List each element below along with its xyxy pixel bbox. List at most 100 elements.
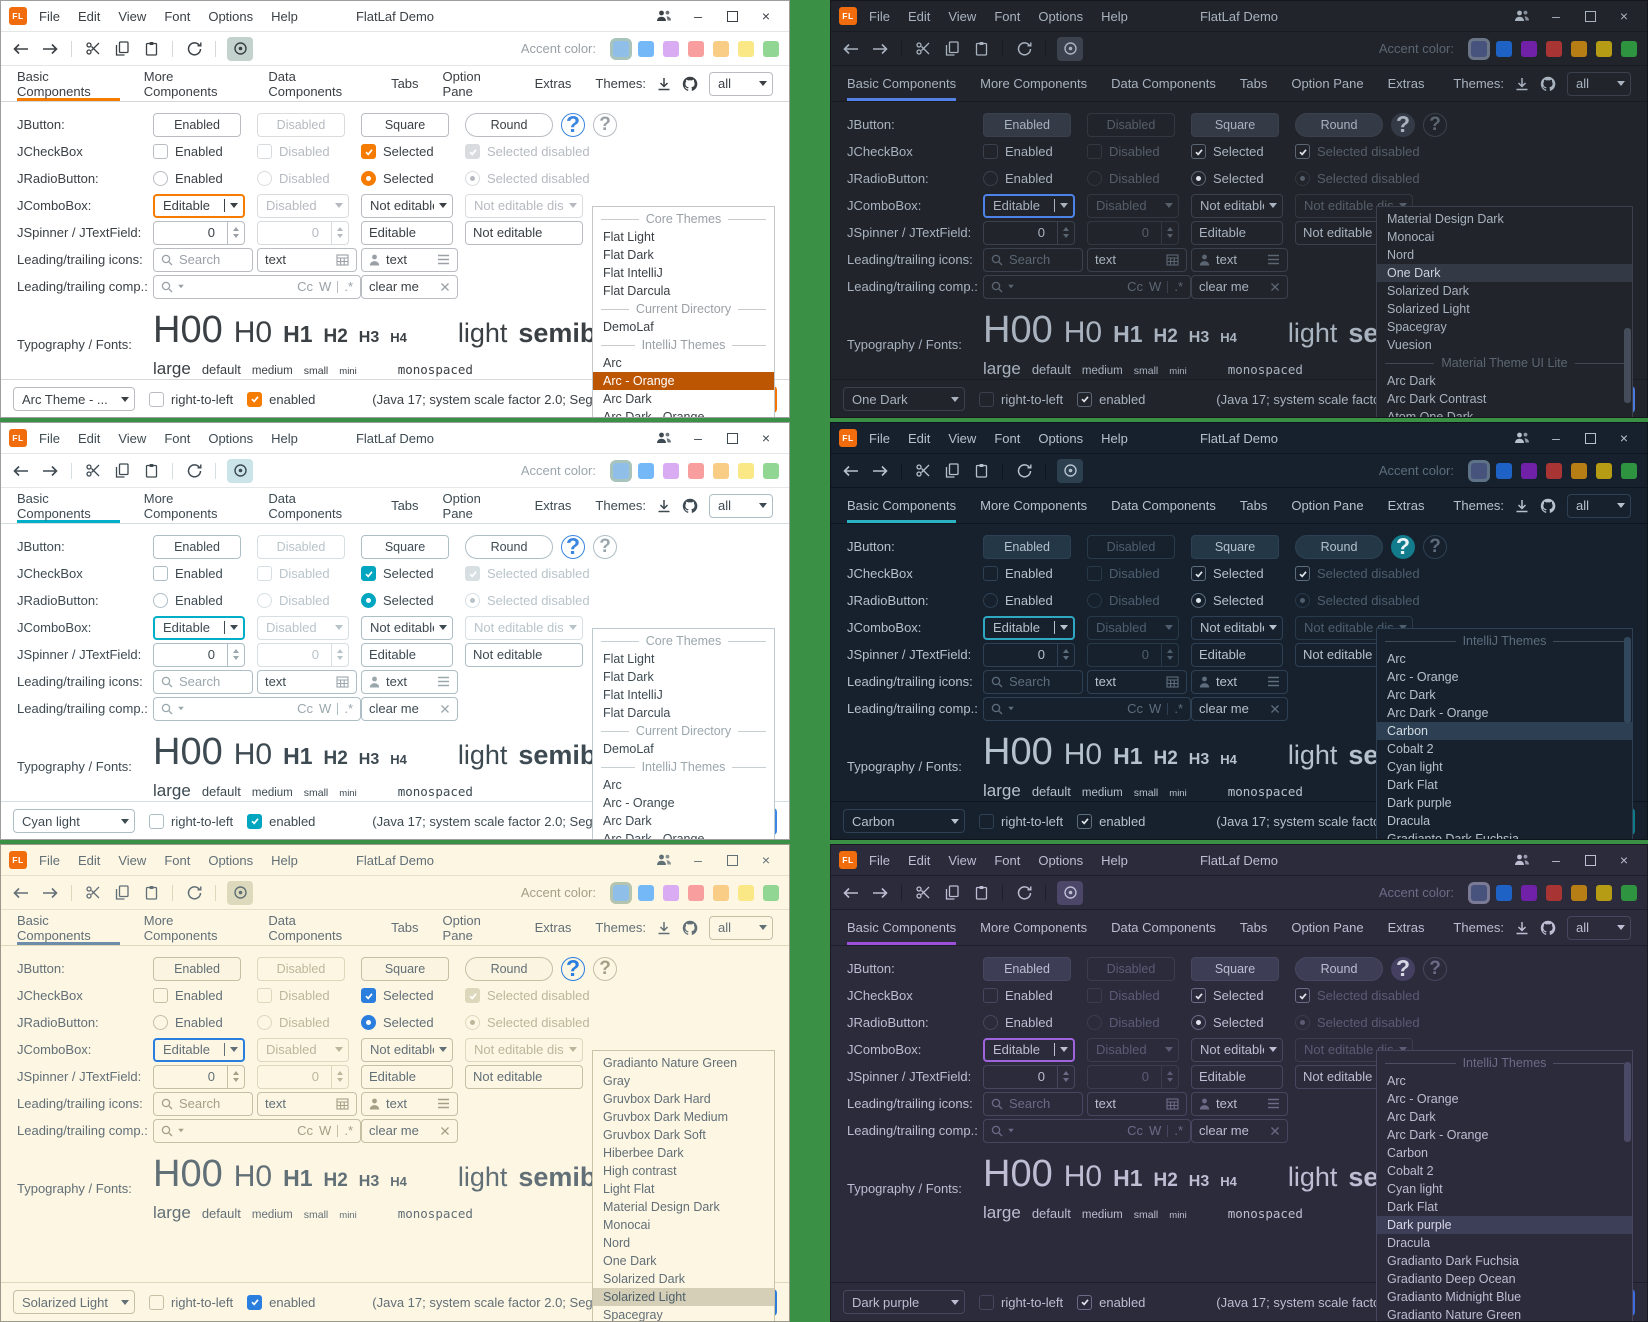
tab-basic-components[interactable]: Basic Components <box>847 488 956 523</box>
round-button[interactable]: Round <box>465 112 553 137</box>
themes-list-scrollbar[interactable] <box>1624 1062 1631 1143</box>
maximize-button[interactable] <box>717 848 747 872</box>
theme-list-item[interactable]: Dark Flat <box>1387 778 1438 792</box>
editable-textfield[interactable]: Editable <box>361 1064 453 1089</box>
calendar-icon[interactable] <box>1166 675 1179 688</box>
accent-swatch[interactable] <box>738 462 754 479</box>
theme-list-item[interactable]: Material Design Dark <box>603 1200 720 1214</box>
enabled-button[interactable]: Enabled <box>983 112 1071 137</box>
round-button[interactable]: Round <box>1295 534 1383 559</box>
accent-swatch[interactable] <box>1621 462 1637 479</box>
help-button-secondary[interactable]: ? <box>1423 112 1447 137</box>
theme-list-item[interactable]: One Dark <box>603 1254 657 1268</box>
menu-file[interactable]: File <box>869 852 890 868</box>
accent-swatch[interactable] <box>1496 884 1512 901</box>
paste-icon[interactable] <box>141 883 161 903</box>
user-input[interactable]: text <box>1191 669 1288 694</box>
accent-swatch[interactable] <box>1521 884 1537 901</box>
cut-icon[interactable] <box>913 461 933 481</box>
download-icon[interactable] <box>1515 499 1529 513</box>
github-icon[interactable] <box>1540 76 1556 92</box>
spinner-arrows[interactable] <box>1057 221 1074 244</box>
menu-help[interactable]: Help <box>271 8 298 24</box>
search-input[interactable]: Search <box>153 669 253 694</box>
spinner-arrows[interactable] <box>1057 1065 1074 1088</box>
menu-edit[interactable]: Edit <box>77 8 101 24</box>
tab-extras[interactable]: Extras <box>534 76 572 91</box>
enabled-button[interactable]: Enabled <box>153 534 241 559</box>
menu-file[interactable]: File <box>39 852 60 868</box>
square-button[interactable]: Square <box>1191 534 1279 559</box>
spinner[interactable]: 0 <box>983 642 1075 667</box>
tab-basic-components[interactable]: Basic Components <box>17 66 120 101</box>
right-to-left-checkbox[interactable] <box>979 391 994 407</box>
maximize-button[interactable] <box>1575 848 1605 872</box>
github-icon[interactable] <box>1540 498 1556 514</box>
whole-word-icon[interactable]: W <box>1149 701 1162 716</box>
menu-help[interactable]: Help <box>1101 430 1128 446</box>
radio-enabled[interactable] <box>983 171 998 186</box>
help-button[interactable]: ? <box>561 533 585 559</box>
enabled-button[interactable]: Enabled <box>153 112 241 137</box>
date-input[interactable]: text <box>257 1091 357 1116</box>
search-with-options-input[interactable]: Cc W .* <box>983 696 1191 721</box>
tab-tabs[interactable]: Tabs <box>391 76 419 91</box>
accent-swatch[interactable] <box>1596 40 1612 57</box>
square-button[interactable]: Square <box>1191 956 1279 981</box>
match-case-icon[interactable]: Cc <box>297 701 314 716</box>
tab-extras[interactable]: Extras <box>534 920 572 935</box>
accent-swatch[interactable] <box>1521 40 1537 57</box>
spinner-arrows[interactable] <box>227 221 244 244</box>
accent-swatch[interactable] <box>1471 884 1487 901</box>
theme-list-item[interactable]: Arc - Orange <box>593 372 774 390</box>
theme-list-item[interactable]: Arc Dark - Orange <box>603 832 705 840</box>
accent-swatch[interactable] <box>713 884 729 901</box>
maximize-button[interactable] <box>1575 426 1605 450</box>
accent-swatch[interactable] <box>1496 40 1512 57</box>
not-editable-combobox[interactable]: Not editable <box>1191 615 1283 640</box>
tab-tabs[interactable]: Tabs <box>391 920 419 935</box>
menu-font[interactable]: Font <box>164 852 191 868</box>
accent-swatch[interactable] <box>1546 884 1562 901</box>
accent-swatch[interactable] <box>1596 462 1612 479</box>
menu-edit[interactable]: Edit <box>907 8 931 24</box>
not-editable-combobox[interactable]: Not editable <box>1191 193 1283 218</box>
search-input[interactable]: Search <box>983 247 1083 272</box>
users-icon[interactable] <box>1507 4 1537 28</box>
editable-combobox[interactable]: Editable <box>153 193 245 218</box>
whole-word-icon[interactable]: W <box>1149 279 1162 294</box>
enabled-button[interactable]: Enabled <box>153 956 241 981</box>
tab-tabs[interactable]: Tabs <box>1239 920 1268 935</box>
clearable-input[interactable]: clear me <box>361 274 458 299</box>
editable-textfield[interactable]: Editable <box>1191 220 1283 245</box>
round-button[interactable]: Round <box>465 956 553 981</box>
radio-selected[interactable] <box>1191 1015 1206 1030</box>
radio-selected[interactable] <box>1191 171 1206 186</box>
theme-list-item[interactable]: Flat IntelliJ <box>603 688 663 702</box>
forward-button[interactable] <box>870 39 890 59</box>
accent-swatch[interactable] <box>1471 40 1487 57</box>
tab-more-components[interactable]: More Components <box>143 912 218 943</box>
checkbox-enabled[interactable] <box>153 566 168 581</box>
back-button[interactable] <box>841 39 861 59</box>
cut-icon[interactable] <box>913 39 933 59</box>
right-to-left-checkbox[interactable] <box>979 1294 994 1310</box>
back-button[interactable] <box>11 39 31 59</box>
copy-icon[interactable] <box>942 461 962 481</box>
not-editable-combobox[interactable]: Not editable <box>1191 1037 1283 1062</box>
tab-data-components[interactable]: Data Components <box>1111 498 1216 513</box>
theme-list-item[interactable]: Carbon <box>1387 1146 1428 1160</box>
minimize-button[interactable]: – <box>1552 8 1560 24</box>
theme-list-item[interactable]: Gruvbox Dark Soft <box>603 1128 706 1142</box>
accent-swatch[interactable] <box>688 462 704 479</box>
clear-icon[interactable] <box>440 282 450 292</box>
enabled-checkbox[interactable] <box>1077 391 1093 407</box>
whole-word-icon[interactable]: W <box>1149 1123 1162 1138</box>
help-button[interactable]: ? <box>1391 955 1415 981</box>
tab-tabs[interactable]: Tabs <box>1239 498 1268 513</box>
search-dropdown-icon[interactable] <box>991 1125 1015 1137</box>
right-to-left-checkbox[interactable] <box>149 813 164 829</box>
checkbox-enabled[interactable] <box>983 988 998 1003</box>
calendar-icon[interactable] <box>336 253 349 266</box>
spinner-arrows[interactable] <box>227 1065 244 1088</box>
